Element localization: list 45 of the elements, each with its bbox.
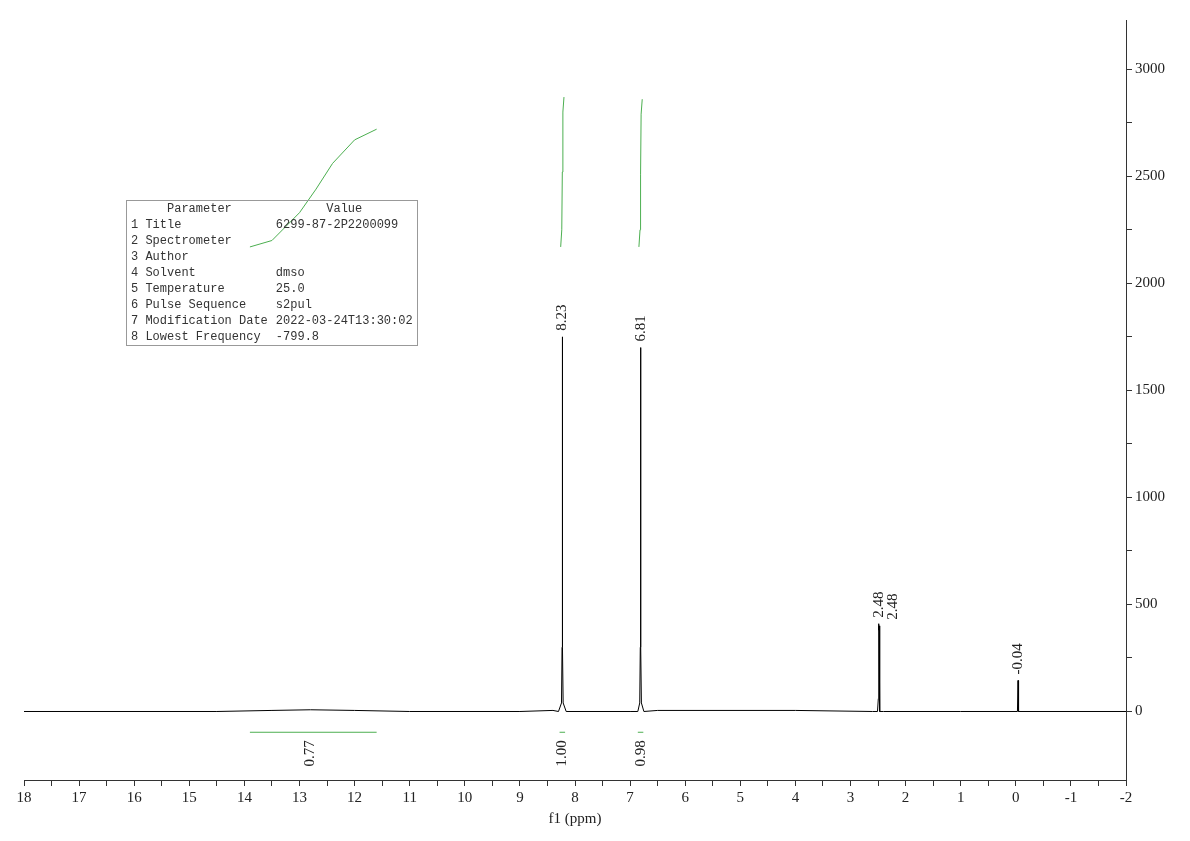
x-tick-label: 1: [956, 788, 965, 805]
y-tick-label: 0: [1135, 702, 1143, 719]
annotation: 0.77: [301, 739, 318, 767]
x-tick-label: 6: [681, 788, 690, 805]
annotation: 6.81: [631, 315, 648, 342]
x-tick-label: 13: [292, 788, 307, 805]
text: 6 Pulse Sequence s2pul: [131, 298, 312, 312]
y-tick-label: 2000: [1135, 274, 1165, 291]
x-tick-label: 9: [516, 788, 524, 805]
x-tick-label: 10: [457, 788, 473, 805]
text: 4 Solvent dmso: [131, 266, 305, 280]
x-tick-label: 15: [181, 788, 197, 805]
y-tick-label: 1000: [1135, 488, 1165, 505]
x-tick-label: 0: [1012, 788, 1020, 805]
x-tick-label: 5: [736, 788, 745, 805]
annotation: -0.04: [1008, 642, 1025, 675]
annotation: 2 Spectrometer: [130, 233, 233, 249]
y-tick-label: 1500: [1135, 381, 1165, 398]
y-tick-label: 500: [1135, 595, 1158, 612]
x-tick-label: 17: [71, 788, 88, 805]
x-tick-label: 11: [402, 788, 417, 805]
annotation: 7 Modification Date 2022-03-24T13:30:02: [130, 313, 414, 329]
x-tick-label: 3: [846, 788, 855, 805]
annotation: 2.48: [869, 591, 886, 618]
annotation: 0.98: [631, 740, 648, 767]
x-tick-label: 16: [126, 788, 143, 805]
text: Parameter Value: [167, 202, 363, 216]
annotation: 2.48: [883, 593, 900, 620]
y-tick-label: 3000: [1135, 60, 1165, 77]
x-tick-label: 14: [236, 788, 253, 805]
annotation: 3 Author: [130, 249, 190, 265]
x-tick-label: 8: [571, 788, 579, 805]
x-tick-label: -1: [1064, 788, 1078, 805]
x-tick-label: -2: [1119, 788, 1133, 805]
text: 5 Temperature 25.0: [131, 282, 305, 296]
annotation: 8.23: [553, 304, 570, 331]
x-axis-title: f1 (ppm): [548, 809, 602, 827]
x-tick-label: 4: [791, 788, 800, 805]
annotation: 1.00: [553, 740, 570, 767]
text: 8 Lowest Frequency -799.8: [131, 330, 320, 344]
x-tick-label: 18: [16, 788, 32, 805]
x-tick-label: 2: [901, 788, 910, 805]
y-tick-label: 2500: [1135, 167, 1165, 184]
x-tick-label: 7: [626, 788, 635, 805]
x-tick-label: 12: [347, 788, 363, 805]
